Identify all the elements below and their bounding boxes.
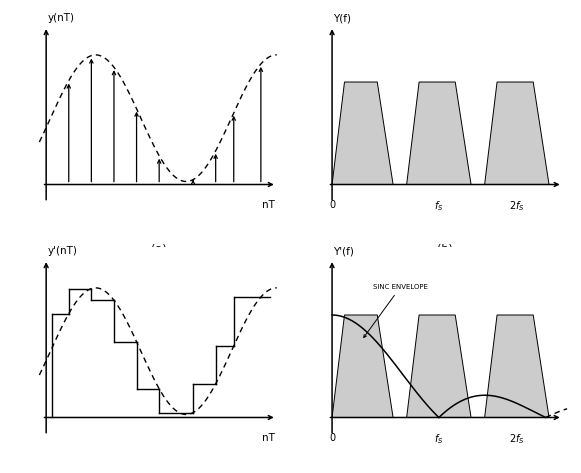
- Text: nT: nT: [261, 433, 274, 443]
- Text: y(nT): y(nT): [47, 13, 74, 23]
- Text: Y'(f): Y'(f): [333, 246, 354, 256]
- Text: nT: nT: [261, 200, 274, 210]
- Polygon shape: [485, 315, 549, 418]
- Text: 0: 0: [329, 433, 335, 443]
- Polygon shape: [485, 82, 549, 184]
- Text: $f_S$: $f_S$: [434, 433, 444, 447]
- Polygon shape: [407, 82, 471, 184]
- Polygon shape: [332, 82, 393, 184]
- Polygon shape: [332, 315, 393, 418]
- Text: $2f_S$: $2f_S$: [509, 433, 525, 447]
- Text: $f_S$: $f_S$: [434, 200, 444, 213]
- Polygon shape: [407, 315, 471, 418]
- Text: $2f_S$: $2f_S$: [509, 200, 525, 213]
- Text: Y(f): Y(f): [333, 13, 351, 23]
- Text: 0: 0: [329, 200, 335, 210]
- Text: SINC ENVELOPE: SINC ENVELOPE: [364, 284, 428, 338]
- Text: y'(nT): y'(nT): [47, 246, 77, 256]
- Text: (a): (a): [152, 243, 167, 253]
- Text: (b): (b): [437, 243, 453, 253]
